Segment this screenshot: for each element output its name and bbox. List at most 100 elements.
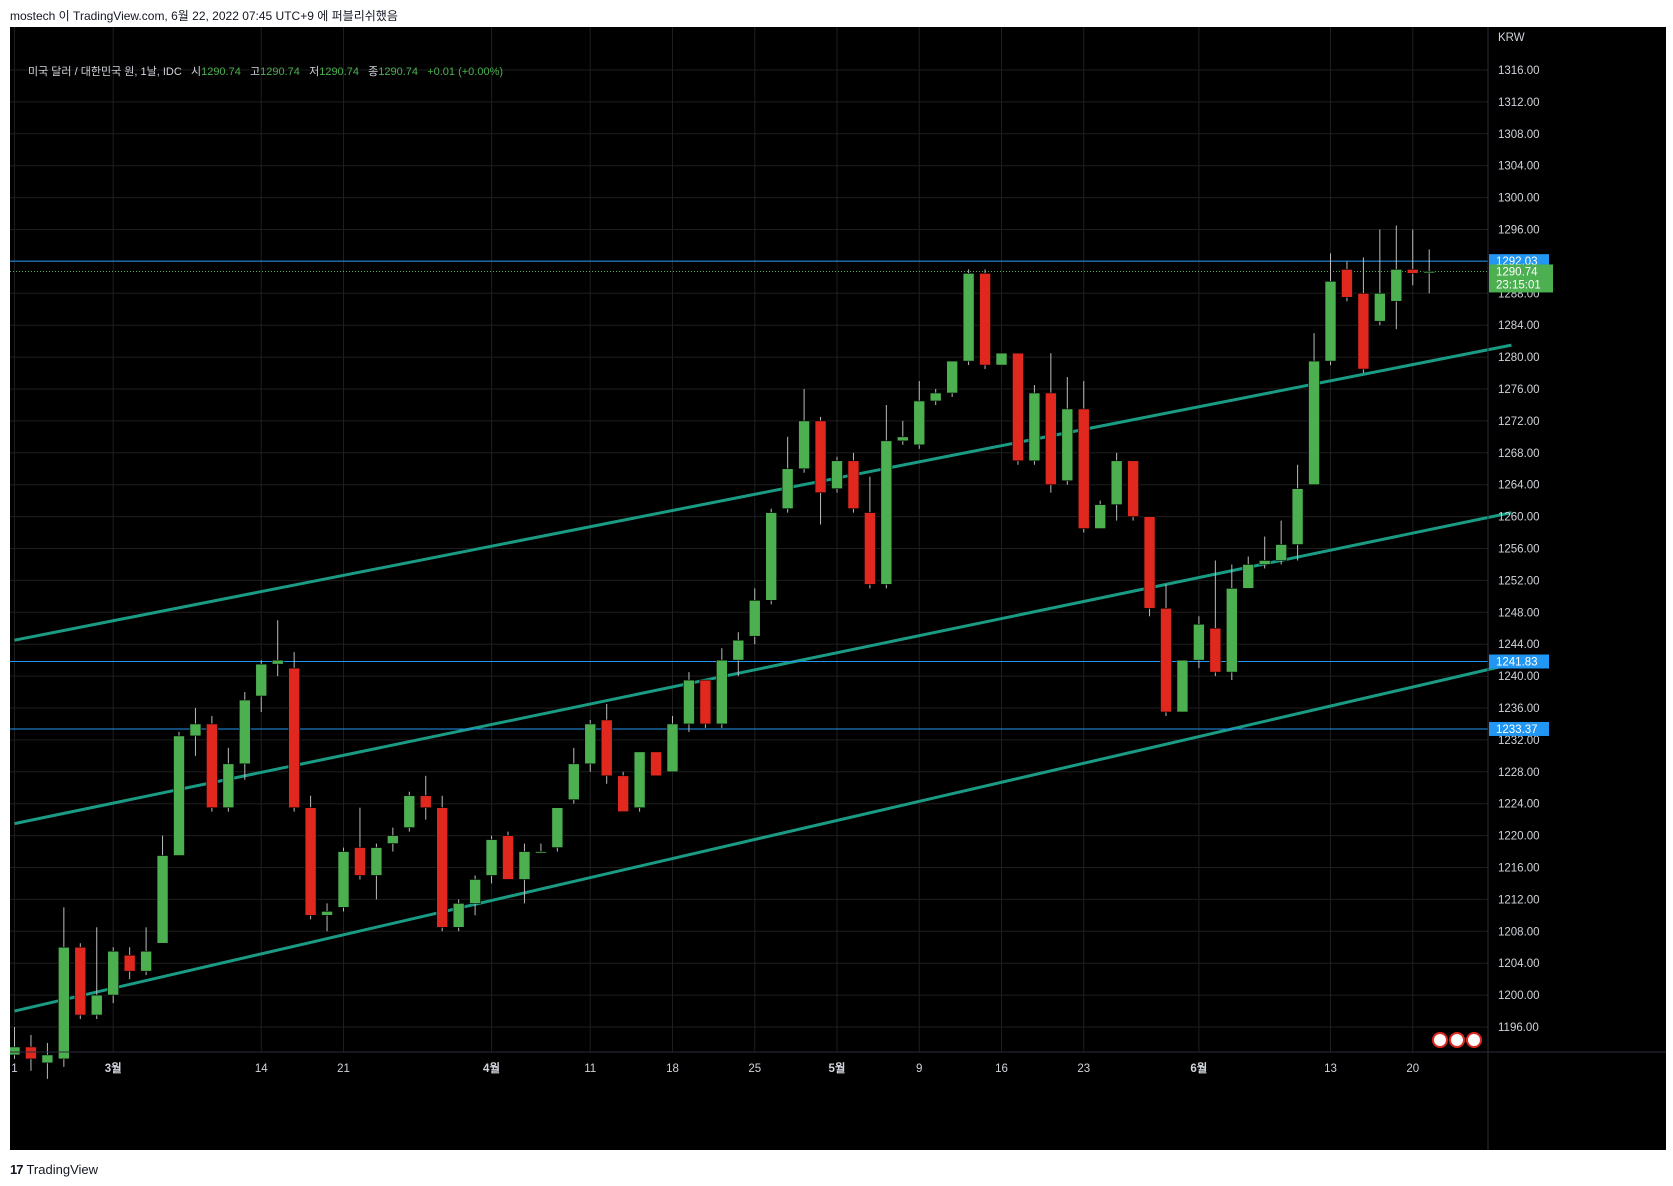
candle-body (271, 659, 284, 665)
y-tick-label: 1244.00 (1498, 639, 1540, 651)
candle-body (1209, 627, 1222, 673)
candle-body (864, 512, 876, 585)
candle-body (962, 273, 975, 362)
candle-body (666, 723, 679, 773)
candle-body (1077, 408, 1090, 529)
candle-body (485, 839, 498, 876)
x-tick-label: 4월 (483, 1061, 500, 1075)
x-tick-label: 5월 (829, 1061, 846, 1075)
channel-line[interactable] (14, 343, 1512, 642)
candle-body (716, 659, 728, 725)
candle-body (929, 392, 942, 402)
y-tick-label: 1224.00 (1498, 799, 1540, 811)
open-value: 1290.74 (201, 66, 241, 78)
y-tick-label: 1304.00 (1498, 161, 1540, 173)
y-tick-label: 1220.00 (1498, 831, 1540, 843)
y-tick-label: 1212.00 (1498, 894, 1540, 906)
candle-body (913, 400, 926, 446)
us-flag-event-icon[interactable] (1466, 1032, 1482, 1048)
hline-badge-label: 1241.83 (1496, 657, 1538, 669)
candle-body (1324, 281, 1337, 362)
y-tick-label: 1312.00 (1498, 97, 1540, 109)
y-tick-label: 1204.00 (1498, 958, 1540, 970)
candle-body (1193, 623, 1205, 661)
candle-body (189, 723, 202, 737)
candle-body (222, 763, 235, 808)
candle-body (1291, 488, 1304, 545)
tradingview-logo-icon: 17 (10, 1162, 24, 1177)
candle-body (1061, 408, 1074, 482)
y-tick-label: 1264.00 (1498, 480, 1540, 492)
countdown-label: 23:15:01 (1496, 279, 1541, 291)
y-tick-label: 1200.00 (1498, 990, 1540, 1002)
candle-body (1028, 392, 1041, 462)
candle-body (502, 835, 514, 880)
y-tick-label: 1208.00 (1498, 926, 1540, 938)
symbol-title: 미국 달러 / 대한민국 원, 1날, IDC (28, 66, 182, 78)
y-tick-label: 1240.00 (1498, 671, 1540, 683)
candle-body (239, 699, 251, 765)
x-tick-label: 14 (255, 1063, 268, 1075)
us-flag-event-icon[interactable] (1432, 1032, 1448, 1048)
y-tick-label: 1228.00 (1498, 767, 1540, 779)
candle-body (156, 855, 169, 944)
y-tick-label: 1280.00 (1498, 352, 1540, 364)
candle-body (600, 719, 613, 777)
horizontal-lines[interactable] (10, 260, 1488, 730)
candle-body (304, 807, 317, 916)
candle-body (699, 679, 712, 725)
axes: 1196.00 1200.00 1204.00 1208.00 1212.00 1216.… (10, 27, 1666, 1152)
candle-body (979, 273, 991, 366)
candle-body (1094, 504, 1106, 529)
chart-frame[interactable]: 1196.00 1200.00 1204.00 1208.00 1212.00 1216.… (10, 27, 1666, 1152)
candle-body (1226, 588, 1238, 673)
candle-body (650, 751, 662, 777)
x-tick-label: 20 (1406, 1063, 1419, 1075)
publish-info: mostech 이 TradingView.com, 6월 22, 2022 0… (10, 9, 398, 23)
candle-body (58, 946, 70, 1060)
candle-body (436, 807, 449, 928)
candle-body (74, 946, 87, 1016)
candle-body (469, 879, 481, 904)
brand-name: TradingView (26, 1162, 99, 1177)
us-flag-event-icon[interactable] (1449, 1032, 1465, 1048)
candle-body (551, 807, 564, 848)
candle-body (584, 723, 597, 765)
footer: 17 TradingView (0, 1150, 1673, 1186)
hline-badge-label: 1233.37 (1496, 724, 1538, 736)
hline-badge (1489, 654, 1549, 669)
candle-body (1275, 544, 1287, 561)
open-label: 시 (190, 66, 202, 78)
symbol-legend: 미국 달러 / 대한민국 원, 1날, IDC 시1290.74 고1290.7… (28, 63, 503, 79)
y-tick-label: 1216.00 (1498, 863, 1540, 875)
candle-body (387, 835, 399, 844)
candle-body (403, 795, 416, 828)
candle-body (896, 436, 909, 442)
x-tick-label: 21 (337, 1063, 350, 1075)
x-tick-label: 9 (916, 1063, 922, 1075)
x-tick-label: 11 (584, 1063, 596, 1075)
y-tick-label: 1316.00 (1498, 65, 1540, 77)
change-value: +0.01 (+0.00%) (427, 66, 504, 78)
channel-line[interactable] (14, 662, 1512, 1013)
candle-body (354, 847, 366, 876)
x-tick-label: 13 (1324, 1063, 1337, 1075)
candle-body (633, 751, 646, 808)
channel-lines[interactable] (14, 343, 1512, 1013)
tradingview-logo[interactable]: 17 TradingView (10, 1162, 98, 1177)
candle-body (1127, 460, 1139, 517)
candle-body (535, 851, 547, 854)
y-tick-label: 1268.00 (1498, 448, 1540, 460)
candle-body (1341, 269, 1353, 298)
candlestick-chart[interactable]: 1196.00 1200.00 1204.00 1208.00 1212.00 1216.… (10, 27, 1666, 1152)
candle-body (683, 679, 695, 725)
candle-body (10, 1046, 21, 1056)
candle-body (1012, 352, 1024, 462)
candles (10, 225, 1435, 1079)
candle-body (123, 954, 136, 972)
candle-body (419, 795, 432, 808)
y-tick-label: 1252.00 (1498, 575, 1540, 587)
candle-body (452, 903, 465, 928)
candle-body (107, 950, 119, 996)
candle-body (288, 667, 300, 808)
